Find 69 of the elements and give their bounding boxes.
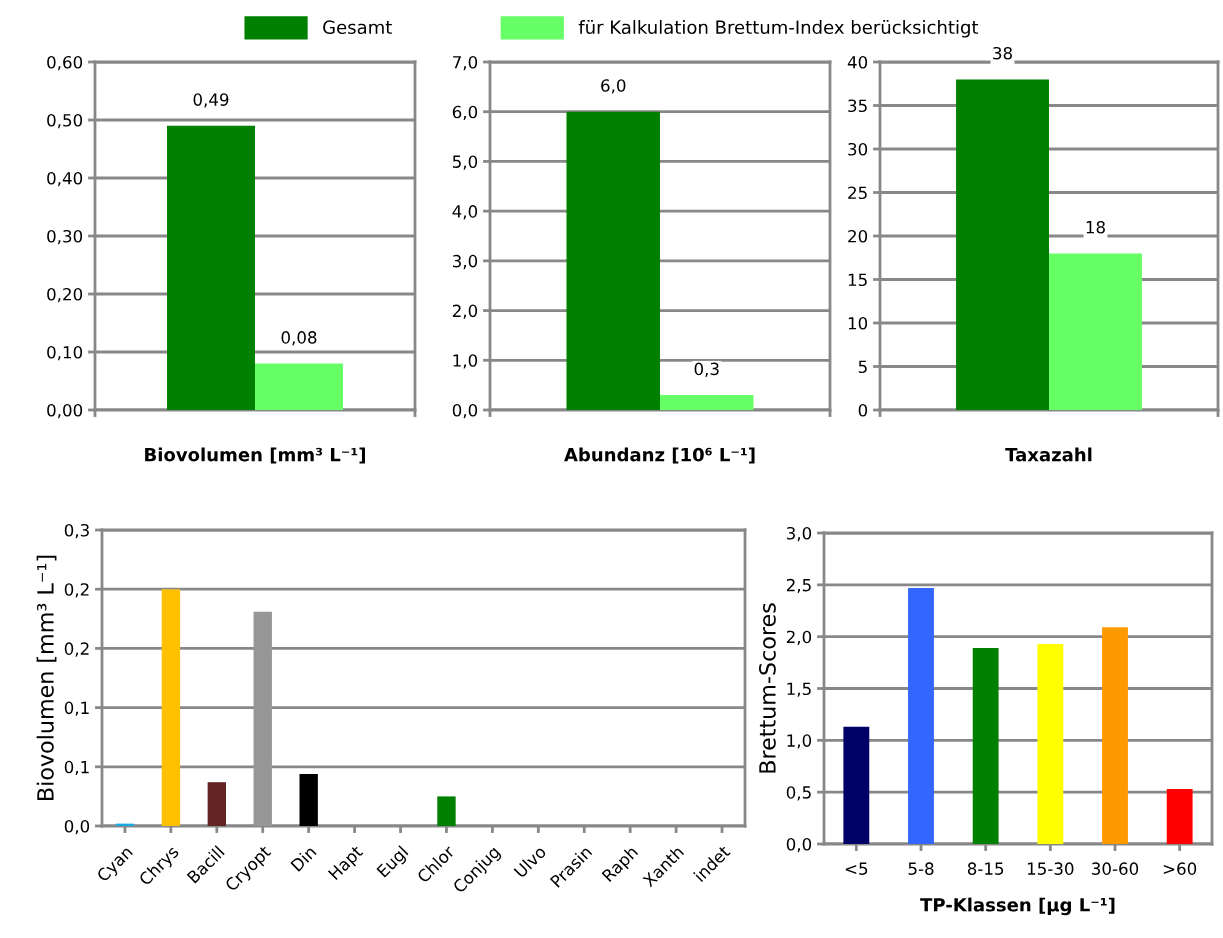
x-tick-label: 30-60 (1092, 862, 1139, 875)
y-tick-label: 0,30 (47, 229, 83, 245)
bar (843, 726, 870, 844)
y-tick-label: 0,5 (786, 786, 811, 801)
y-tick-label: 20 (848, 229, 868, 243)
x-tick-label: 5-8 (908, 862, 934, 875)
bar (437, 796, 456, 826)
y-tick-label: 0,1 (64, 701, 89, 716)
x-axis-title: Abundanz [10⁶ L⁻¹] (564, 447, 755, 464)
bar (1102, 627, 1128, 844)
y-tick-label: 0,0 (452, 403, 478, 419)
y-tick-label: 30 (848, 142, 868, 156)
y-tick-label: 0,2 (64, 583, 89, 598)
y-tick-label: 0 (858, 403, 868, 417)
y-tick-label: 35 (848, 99, 867, 113)
y-tick-label: 2,5 (786, 578, 811, 594)
y-tick-label: 0,00 (47, 403, 83, 419)
y-tick-label: 0,3 (64, 523, 89, 539)
data-label: 38 (993, 46, 1012, 60)
y-tick-label: 0,40 (47, 171, 83, 187)
y-tick-label: 3,0 (786, 526, 812, 542)
y-tick-label: 0,2 (64, 642, 89, 657)
y-tick-label: 0,10 (47, 345, 83, 361)
y-tick-label: 3,0 (452, 254, 478, 270)
y-tick-label: 2,0 (452, 304, 478, 319)
y-tick-label: 25 (848, 186, 867, 200)
x-axis-title: Biovolumen [mm³ L⁻¹] (145, 447, 365, 464)
x-tick-label: 8-15 (967, 862, 1004, 875)
data-label: 18 (1086, 220, 1105, 234)
y-axis-title: Brettum-Scores (759, 603, 776, 773)
data-label: 6,0 (601, 79, 626, 94)
x-tick-label: Din (290, 845, 317, 872)
y-tick-label: 1,0 (787, 734, 812, 749)
y-tick-label: 0,20 (47, 287, 83, 303)
legend-label: Gesamt (323, 20, 392, 35)
bar (207, 782, 227, 826)
bar (253, 611, 272, 826)
y-tick-label: 4,0 (452, 205, 478, 220)
x-axis-title: TP-Klassen [µg L⁻¹] (920, 897, 1115, 916)
bar (161, 589, 181, 826)
y-tick-label: 40 (847, 55, 868, 69)
x-tick-label: >60 (1163, 862, 1197, 875)
bar (972, 648, 999, 844)
bar (908, 587, 934, 844)
y-tick-label: 7,0 (453, 55, 478, 71)
y-tick-label: 15 (848, 273, 867, 287)
legend-label: für Kalkulation Brettum-Index berücksichtigt (578, 20, 979, 38)
y-tick-label: 0,0 (786, 837, 812, 853)
y-tick-label: 1,0 (453, 354, 478, 369)
y-tick-label: 0,50 (47, 113, 83, 129)
x-tick-label: <5 (845, 862, 868, 875)
x-axis-title: Taxazahl (1005, 447, 1092, 462)
y-tick-label: 10 (848, 316, 868, 330)
y-tick-label: 5,0 (452, 155, 478, 170)
y-tick-label: 0,60 (47, 55, 83, 71)
y-tick-label: 0,0 (64, 819, 90, 835)
bar (1037, 643, 1064, 844)
data-label: 0,08 (281, 331, 317, 346)
y-tick-label: 6,0 (452, 105, 478, 120)
y-axis-title: Biovolumen [mm³ L⁻¹] (36, 555, 57, 800)
data-label: 0,3 (694, 362, 719, 377)
bar (1166, 789, 1193, 844)
y-tick-label: 5 (858, 360, 867, 374)
y-tick-label: 2,0 (786, 630, 812, 645)
data-label: 0,49 (193, 93, 229, 108)
bar (299, 773, 318, 826)
y-tick-label: 1,5 (787, 682, 811, 697)
y-tick-label: 0,1 (64, 760, 89, 776)
x-tick-label: 15-30 (1027, 862, 1074, 875)
